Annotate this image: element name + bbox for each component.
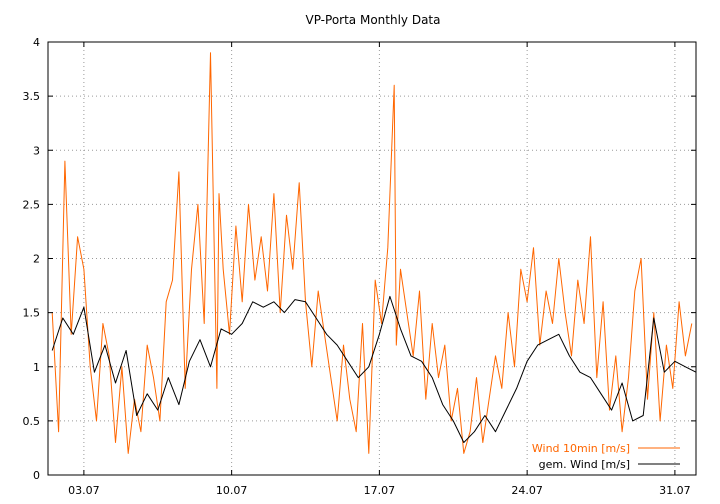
x-tick-label: 10.07 xyxy=(216,484,248,497)
x-tick-label: 31.07 xyxy=(659,484,691,497)
y-tick-label: 0 xyxy=(33,469,40,482)
y-tick-label: 1.5 xyxy=(23,307,41,320)
y-tick-label: 0.5 xyxy=(23,415,41,428)
y-tick-label: 3.5 xyxy=(23,90,41,103)
y-tick-label: 1 xyxy=(33,361,40,374)
y-tick-label: 2.5 xyxy=(23,198,41,211)
x-tick-label: 24.07 xyxy=(511,484,543,497)
x-tick-label: 03.07 xyxy=(68,484,100,497)
ticks: 0 0.5 1 1.5 2 2.5 3 3.5 4 03.07 10.07 17.07 24.07 31.… xyxy=(23,36,696,497)
y-tick-label: 3 xyxy=(33,144,40,157)
y-tick-label: 4 xyxy=(33,36,40,49)
series-line-1 xyxy=(51,52,693,454)
series-layer xyxy=(51,52,696,454)
grid xyxy=(48,42,696,475)
legend-label: gem. Wind [m/s] xyxy=(539,458,630,471)
legend: Wind 10min [m/s] gem. Wind [m/s] xyxy=(532,442,680,471)
series-line-2 xyxy=(51,295,696,443)
x-tick-label: 17.07 xyxy=(364,484,396,497)
y-tick-label: 2 xyxy=(33,253,40,266)
legend-label: Wind 10min [m/s] xyxy=(532,442,630,455)
chart-title: VP-Porta Monthly Data xyxy=(306,13,441,27)
